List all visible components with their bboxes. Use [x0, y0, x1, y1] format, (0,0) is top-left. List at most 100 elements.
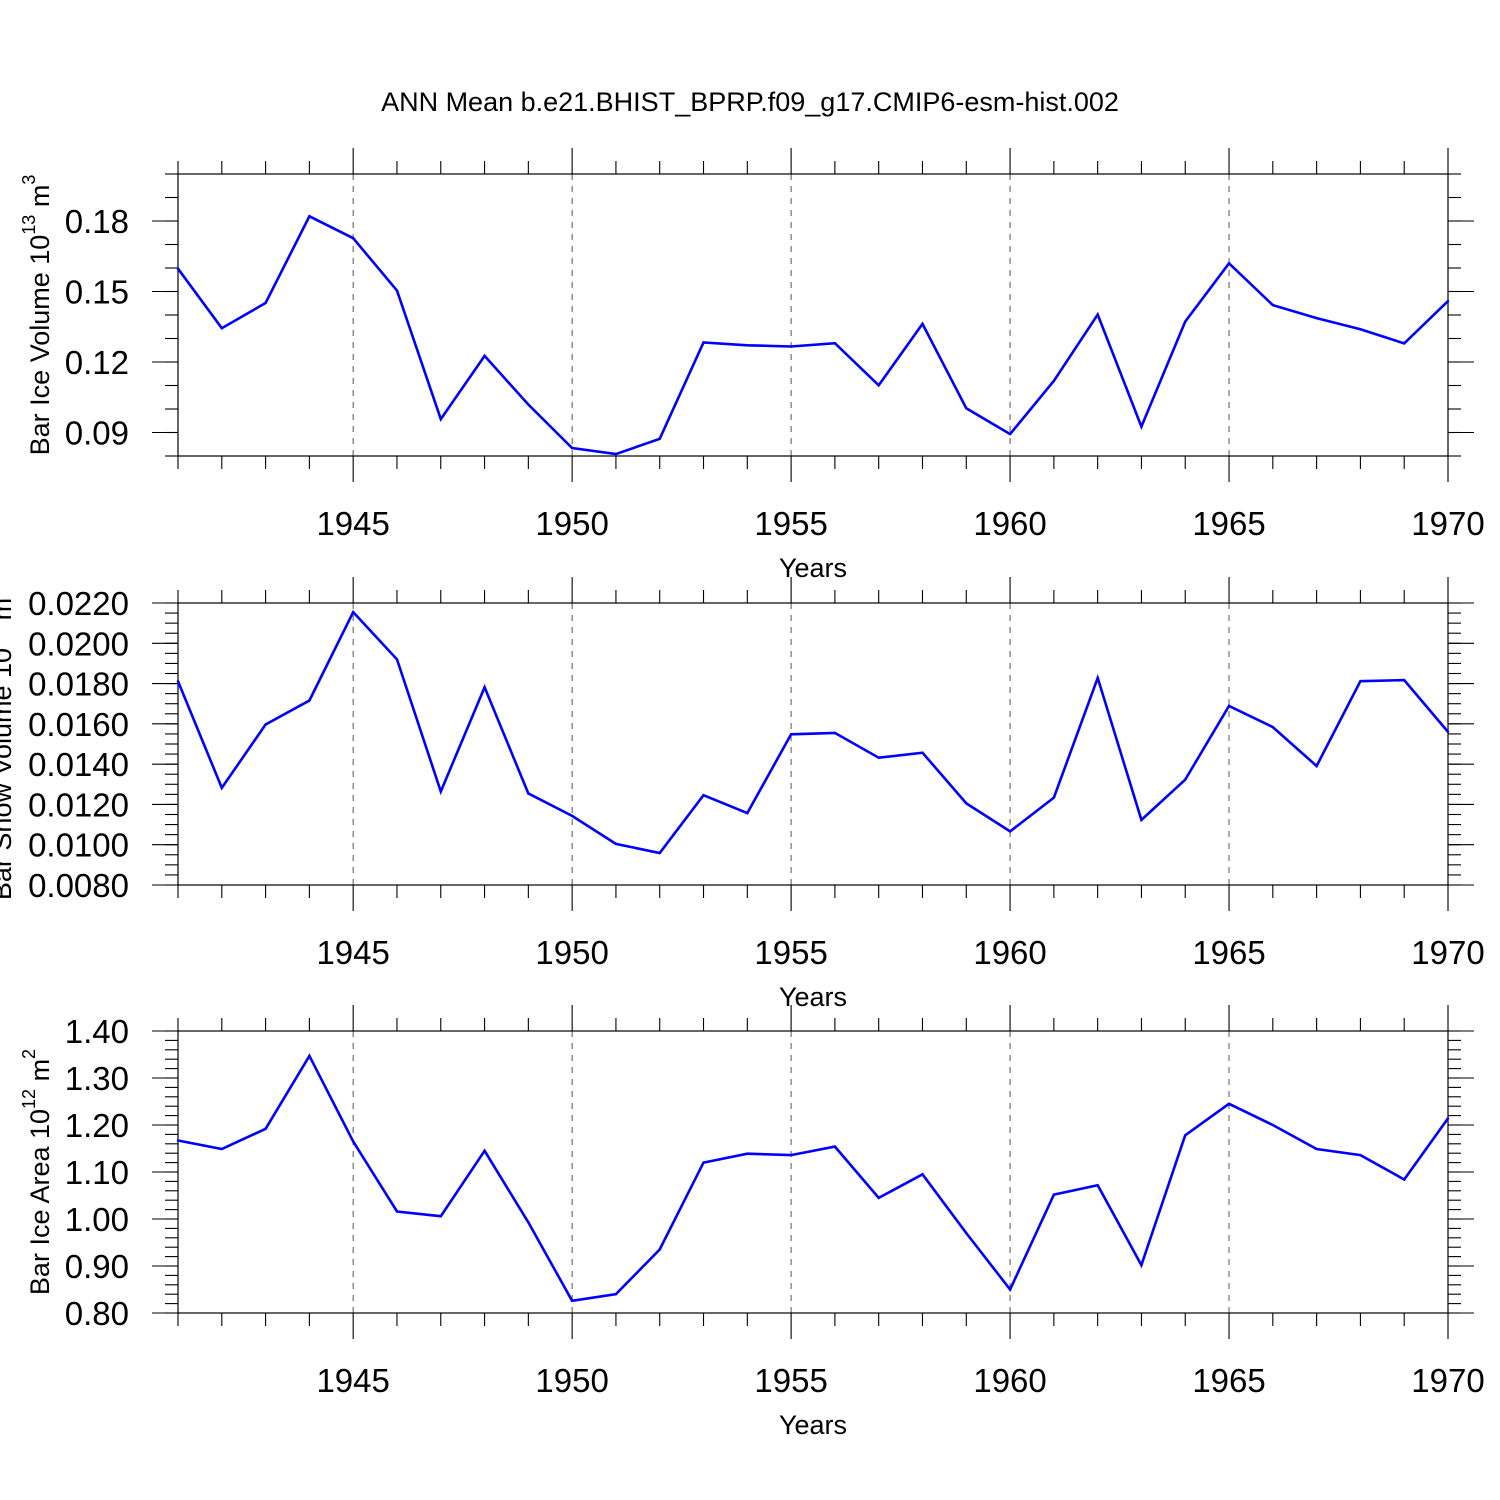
chart-2-series-line — [177, 1053, 1450, 1303]
chart-1-series-line — [176, 609, 1449, 855]
chart-1-point-1945 — [351, 610, 355, 614]
chart-0-xtick-label-1950: 1950 — [535, 505, 608, 542]
chart-1-x-axis-title: Years — [779, 982, 847, 1012]
chart-2-ytick-label-6: 1.40 — [65, 1013, 129, 1050]
chart-1-point-1956 — [833, 731, 837, 735]
chart-1-ytick-label-3: 0.0140 — [28, 746, 129, 783]
chart-2-point-1963 — [1140, 1263, 1143, 1267]
chart-2-point-1958 — [921, 1173, 924, 1176]
chart-0-point-1960 — [1008, 432, 1012, 436]
chart-2-xtick-label-1945: 1945 — [316, 1362, 389, 1399]
chart-2-point-1954 — [746, 1152, 749, 1155]
chart-0-y-axis-title-main: Bar Ice Volume 10 — [25, 235, 55, 456]
chart-0-point-1958 — [921, 322, 924, 326]
chart-2-y-axis-title-unit: m — [25, 1059, 55, 1089]
chart-1-y-axis-title-exponent: 13 — [0, 628, 1, 648]
chart-2-point-1960 — [1008, 1288, 1012, 1291]
chart-2-plot-frame — [177, 1030, 1449, 1314]
chart-0-y-axis-title-unit: m — [25, 185, 55, 215]
chart-1-xtick-label-1960: 1960 — [973, 934, 1046, 971]
chart-1-ytick-label-5: 0.0180 — [28, 666, 129, 703]
chart-0-xtick-label-1955: 1955 — [754, 505, 827, 542]
chart-2-point-1968 — [1359, 1153, 1362, 1157]
chart-0-point-1959 — [965, 407, 968, 410]
chart-2-y-axis-title: Bar Ice Area 1012 m2 — [19, 1049, 55, 1295]
chart-2-point-1943 — [264, 1127, 267, 1130]
chart-1-point-1957 — [877, 756, 880, 759]
chart-2-xtick-label-1960: 1960 — [973, 1362, 1046, 1399]
chart-1-y-axis-title-main: Bar Snow Volume 10 — [0, 648, 17, 900]
chart-1-point-1948 — [483, 685, 486, 689]
chart-1-point-1958 — [921, 751, 924, 754]
chart-1-point-1969 — [1403, 678, 1406, 682]
chart-2-ytick-label-1: 0.90 — [65, 1248, 129, 1285]
chart-2-point-1967 — [1315, 1147, 1318, 1151]
chart-2-point-1941 — [176, 1139, 180, 1142]
chart-1-point-1941 — [176, 679, 180, 683]
chart-2-point-1951 — [614, 1293, 618, 1296]
chart-2-point-1952 — [658, 1248, 661, 1251]
chart-1-ytick-label-7: 0.0220 — [28, 585, 129, 622]
figure-title: ANN Mean b.e21.BHIST_BPRP.f09_g17.CMIP6-… — [381, 87, 1119, 117]
chart-1-point-1961 — [1052, 796, 1056, 799]
chart-1-point-1964 — [1184, 778, 1187, 781]
chart-2-point-1942 — [220, 1147, 223, 1151]
chart-0-point-1965 — [1227, 262, 1231, 265]
chart-1-xtick-label-1965: 1965 — [1192, 934, 1265, 971]
chart-1-ytick-label-2: 0.0120 — [28, 786, 129, 823]
chart-0-point-1947 — [439, 417, 442, 421]
chart-0-point-1963 — [1140, 425, 1143, 428]
chart-0-point-1961 — [1052, 379, 1056, 382]
chart-1-y-axis-title: Bar Snow Volume 1013 m3 — [0, 588, 17, 900]
chart-0-point-1964 — [1184, 320, 1187, 323]
chart-1-point-1960 — [1008, 830, 1012, 833]
panel-ice-volume: 0.09 0.12 0.15 0.18 1945 1950 1955 1960 1965 1970… — [19, 148, 1485, 583]
chart-1-point-1954 — [746, 811, 749, 815]
chart-0-point-1946 — [395, 289, 399, 292]
chart-2-xtick-label-1950: 1950 — [535, 1362, 608, 1399]
chart-0-point-1944 — [308, 215, 311, 218]
chart-0-point-1970 — [1446, 299, 1450, 303]
chart-0-point-1942 — [220, 326, 223, 330]
chart-1-point-1947 — [439, 790, 442, 793]
chart-1-point-1950 — [570, 814, 574, 818]
chart-2-point-1957 — [877, 1196, 880, 1200]
chart-0-y-axis-title-unit-exponent: 3 — [19, 175, 39, 185]
chart-0-point-1954 — [746, 344, 749, 347]
chart-1-point-1951 — [614, 842, 618, 846]
chart-2-point-1969 — [1403, 1178, 1406, 1181]
chart-2-point-1959 — [965, 1231, 968, 1235]
chart-1-point-1949 — [527, 792, 530, 795]
chart-1-xtick-label-1970: 1970 — [1411, 934, 1484, 971]
chart-0-series-line — [176, 214, 1449, 456]
chart-2-point-1961 — [1052, 1193, 1056, 1196]
chart-2-x-axis-title: Years — [779, 1410, 847, 1440]
chart-0-x-axis-title: Years — [779, 553, 847, 583]
chart-0-ytick-label-0: 0.09 — [65, 415, 129, 452]
chart-1-y-axis-title-unit: m — [0, 598, 17, 628]
chart-1-point-1943 — [264, 723, 267, 726]
chart-2-xtick-label-1970: 1970 — [1411, 1362, 1484, 1399]
chart-0-point-1943 — [264, 301, 267, 305]
chart-0-ytick-label-3: 0.18 — [65, 203, 129, 240]
chart-0-plot-frame — [177, 173, 1449, 457]
chart-0-point-1957 — [877, 384, 880, 387]
chart-1-point-1942 — [220, 786, 223, 790]
chart-1-point-1952 — [658, 851, 661, 855]
chart-2-point-1944 — [308, 1054, 311, 1058]
chart-0-xtick-label-1945: 1945 — [316, 505, 389, 542]
chart-2-point-1947 — [439, 1214, 442, 1218]
chart-1-point-1946 — [395, 658, 399, 661]
chart-2-xtick-label-1965: 1965 — [1192, 1362, 1265, 1399]
chart-0-y-axis-title-exponent: 13 — [19, 215, 39, 235]
chart-0-ytick-label-2: 0.15 — [65, 274, 129, 311]
chart-1-point-1968 — [1359, 679, 1362, 683]
chart-2-point-1948 — [483, 1149, 486, 1153]
chart-0-point-1962 — [1096, 313, 1099, 316]
chart-0-xtick-label-1960: 1960 — [973, 505, 1046, 542]
chart-1-ytick-label-0: 0.0080 — [28, 867, 129, 904]
chart-1-ytick-label-6: 0.0200 — [28, 625, 129, 662]
chart-1-point-1963 — [1140, 818, 1143, 822]
chart-1-y-axis-title-unit-exponent: 3 — [0, 588, 1, 598]
